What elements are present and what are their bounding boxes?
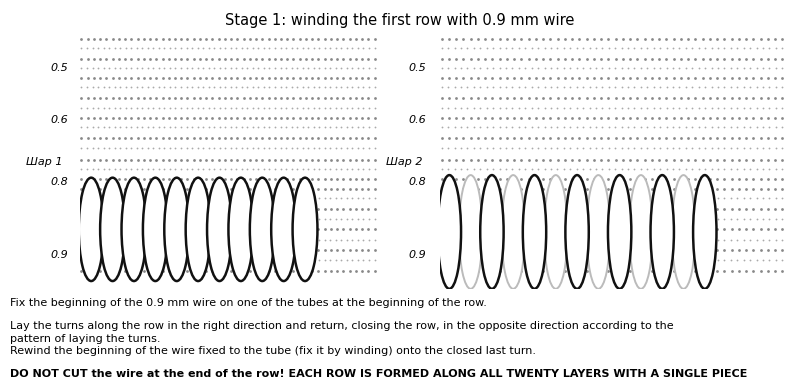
Ellipse shape [143, 178, 168, 281]
Text: 0.5: 0.5 [50, 63, 68, 73]
Ellipse shape [693, 175, 717, 289]
Ellipse shape [122, 178, 146, 281]
Ellipse shape [438, 175, 461, 289]
Ellipse shape [250, 178, 274, 281]
Text: 0.9: 0.9 [50, 250, 68, 260]
Ellipse shape [566, 175, 589, 289]
Ellipse shape [293, 178, 318, 281]
Text: 0.9: 0.9 [409, 250, 426, 260]
Ellipse shape [650, 175, 674, 289]
Ellipse shape [271, 178, 296, 281]
Ellipse shape [672, 175, 695, 289]
Text: Шар 1: Шар 1 [26, 157, 62, 166]
Ellipse shape [78, 178, 104, 281]
Ellipse shape [544, 175, 567, 289]
Ellipse shape [164, 178, 189, 281]
Ellipse shape [502, 175, 525, 289]
Text: 0.5: 0.5 [409, 63, 426, 73]
Ellipse shape [586, 175, 610, 289]
Ellipse shape [229, 178, 254, 281]
Text: 0.8: 0.8 [50, 177, 68, 187]
Ellipse shape [100, 178, 125, 281]
Text: Lay the turns along the row in the right direction and return, closing the row, : Lay the turns along the row in the right… [10, 321, 674, 344]
Ellipse shape [459, 175, 482, 289]
Text: 0.6: 0.6 [50, 114, 68, 125]
Ellipse shape [480, 175, 504, 289]
Text: Rewind the beginning of the wire fixed to the tube (fix it by winding) onto the : Rewind the beginning of the wire fixed t… [10, 346, 536, 356]
Ellipse shape [186, 178, 210, 281]
Ellipse shape [207, 178, 232, 281]
Ellipse shape [523, 175, 546, 289]
Text: Шар 2: Шар 2 [386, 157, 422, 166]
Text: Stage 1: winding the first row with 0.9 mm wire: Stage 1: winding the first row with 0.9 … [226, 13, 574, 28]
Text: Fix the beginning of the 0.9 mm wire on one of the tubes at the beginning of the: Fix the beginning of the 0.9 mm wire on … [10, 298, 486, 308]
Text: DO NOT CUT the wire at the end of the row! EACH ROW IS FORMED ALONG ALL TWENTY L: DO NOT CUT the wire at the end of the ro… [10, 369, 747, 380]
Ellipse shape [608, 175, 631, 289]
Text: 0.6: 0.6 [409, 114, 426, 125]
Ellipse shape [630, 175, 653, 289]
Text: 0.8: 0.8 [409, 177, 426, 187]
